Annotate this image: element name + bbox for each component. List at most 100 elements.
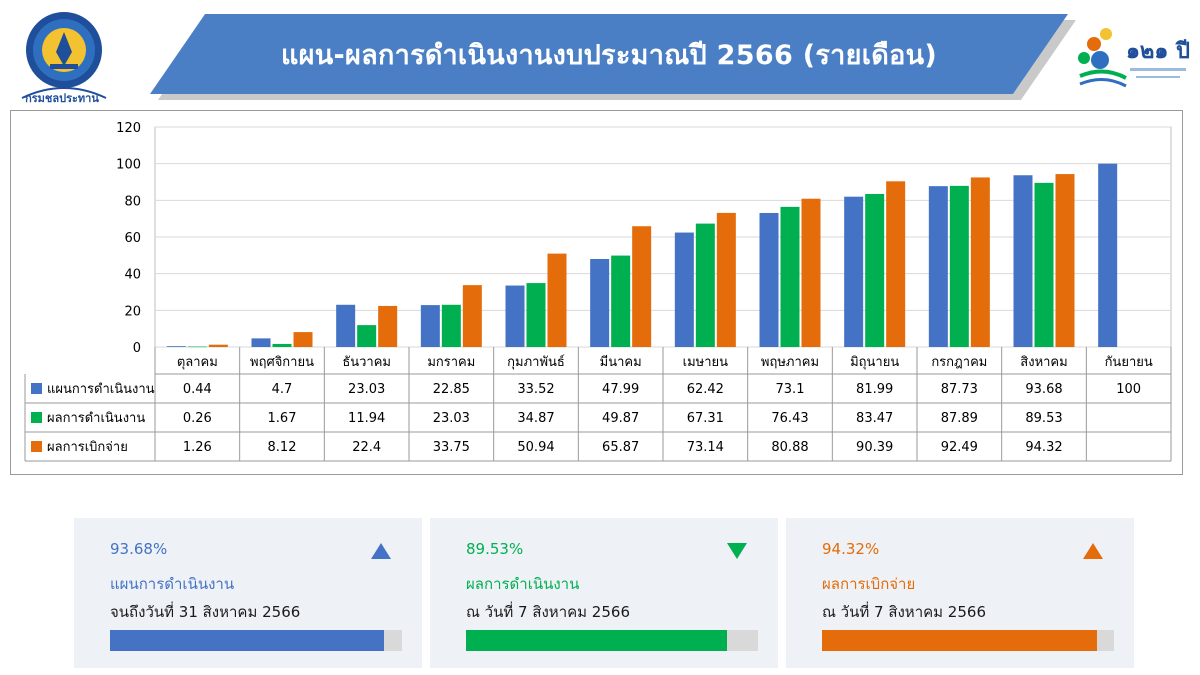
y-tick-label: 0 [133,341,141,356]
bar [780,206,800,347]
summary-card-result: 89.53% ผลการดำเนินงาน ณ วันที่ 7 สิงหาคม… [430,518,778,668]
x-tick-label: ตุลาคม [177,355,218,370]
data-label: 33.75 [433,440,470,455]
data-label: 23.03 [348,382,385,397]
data-label: 90.39 [856,440,893,455]
bar [357,325,377,347]
bar [272,343,292,347]
bar [166,346,186,347]
data-label: 23.03 [433,411,470,426]
bar [590,259,610,347]
data-label: 0.26 [183,411,212,426]
card-date: จนถึงวันที่ 31 สิงหาคม 2566 [110,603,301,621]
legend-swatch [31,441,42,452]
y-tick-label: 100 [116,158,141,173]
card-label: แผนการดำเนินงาน [110,575,235,593]
summary-card-plan: 93.68% แผนการดำเนินงาน จนถึงวันที่ 31 สิ… [74,518,422,668]
data-label: 0.44 [183,382,212,397]
bar [505,285,525,347]
card-percent: 93.68% [110,540,168,558]
data-label: 73.14 [687,440,724,455]
progress-track [822,630,1114,651]
bar [251,338,271,347]
data-label: 65.87 [602,440,639,455]
x-tick-label: มกราคม [427,355,475,370]
data-label: 76.43 [771,411,808,426]
bar [611,255,631,347]
data-label: 1.26 [183,440,212,455]
bar [187,346,207,348]
data-label: 80.88 [771,440,808,455]
progress-track [110,630,402,651]
data-label: 8.12 [268,440,297,455]
data-label: 73.1 [776,382,805,397]
bar [547,253,567,347]
y-tick-label: 80 [124,194,141,209]
data-label: 47.99 [602,382,639,397]
bar [632,226,652,347]
data-label: 33.52 [517,382,554,397]
anniversary-logo: ๑๒๑ ปี [1070,14,1190,98]
x-tick-label: กุมภาพันธ์ [507,354,565,370]
bar [1034,182,1054,347]
bar [526,283,546,347]
bar [378,305,398,347]
bar [865,193,885,347]
data-label: 1.67 [268,411,297,426]
data-label: 62.42 [687,382,724,397]
data-label: 94.32 [1025,440,1062,455]
data-label: 93.68 [1025,382,1062,397]
triangle-up-icon [370,542,392,564]
bar [949,185,969,347]
bar [1013,175,1033,347]
card-label: ผลการเบิกจ่าย [822,575,916,593]
legend-label: ผลการดำเนินงาน [47,411,145,426]
data-label: 89.53 [1025,411,1062,426]
data-label: 4.7 [272,382,293,397]
x-tick-label: สิงหาคม [1020,355,1067,370]
progress-fill [822,630,1098,651]
x-tick-label: กันยายน [1105,355,1153,370]
legend-swatch [31,383,42,394]
bar [441,304,461,347]
bar-chart: 0 20 40 60 80 100 120 ตุลาคม พฤศจิกายน ธันวาคม มก… [24,121,1172,462]
y-tick-label: 20 [124,304,141,319]
legend-label: ผลการเบิกจ่าย [47,440,128,455]
x-tick-label: เมษายน [683,355,728,370]
rid-logo: กรมชลประทาน [14,8,114,105]
bar [674,232,694,347]
data-label: 34.87 [517,411,554,426]
card-percent: 94.32% [822,540,880,558]
x-tick-label: มีนาคม [600,354,642,370]
data-label: 87.89 [941,411,978,426]
page-title: แผน-ผลการดำเนินงานงบประมาณปี 2566 (รายเด… [150,14,1068,94]
bar [970,177,990,347]
bar [716,212,736,347]
summary-card-disbursement: 94.32% ผลการเบิกจ่าย ณ วันที่ 7 สิงหาคม … [786,518,1134,668]
data-label: 49.87 [602,411,639,426]
progress-fill [110,630,384,651]
bar [928,186,948,347]
progress-fill [466,630,728,651]
data-label: 50.94 [517,440,554,455]
legend-swatch [31,412,42,423]
data-label: 92.49 [941,440,978,455]
anniversary-logo-text: ๑๒๑ ปี [1126,39,1190,64]
bar [293,332,313,347]
card-label: ผลการดำเนินงาน [466,575,580,593]
card-date: ณ วันที่ 7 สิงหาคม 2566 [466,603,630,621]
x-tick-label: มิถุนายน [850,355,899,370]
x-tick-label: กรกฎาคม [931,355,987,370]
card-date: ณ วันที่ 7 สิงหาคม 2566 [822,603,986,621]
bar [759,212,779,347]
x-tick-label: พฤษภาคม [761,355,819,370]
bar [208,344,228,347]
bar [844,196,864,347]
data-label: 22.85 [433,382,470,397]
triangle-down-icon [726,542,748,564]
x-tick-label: ธันวาคม [342,355,391,370]
title-banner: แผน-ผลการดำเนินงานงบประมาณปี 2566 (รายเด… [150,14,1080,102]
legend-label: แผนการดำเนินงาน [47,382,155,397]
data-label: 11.94 [348,411,385,426]
triangle-up-icon [1082,542,1104,564]
